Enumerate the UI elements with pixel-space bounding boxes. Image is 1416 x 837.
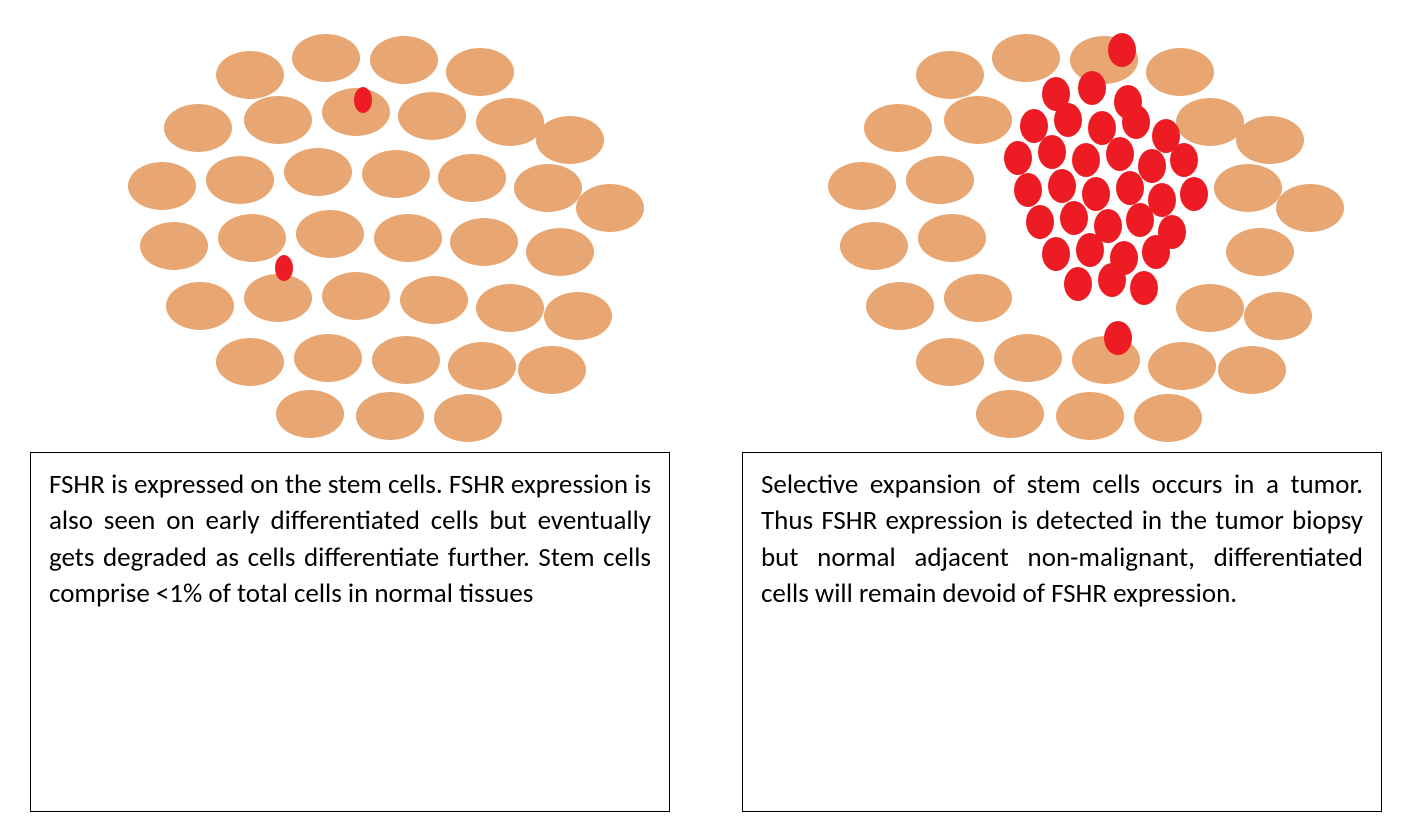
stem-cell bbox=[1170, 143, 1198, 177]
left-caption-text: FSHR is expressed on the stem cells. FSH… bbox=[49, 467, 651, 613]
normal-cell bbox=[218, 214, 286, 262]
normal-cell bbox=[438, 154, 506, 202]
stem-cell bbox=[1098, 263, 1126, 297]
stem-cell bbox=[1130, 271, 1158, 305]
left-cell-cluster bbox=[100, 20, 640, 420]
normal-cell bbox=[166, 282, 234, 330]
stem-cell bbox=[1004, 141, 1032, 175]
stem-cell bbox=[1104, 321, 1132, 355]
normal-cell bbox=[576, 184, 644, 232]
stem-cell bbox=[1054, 103, 1082, 137]
normal-cell bbox=[916, 338, 984, 386]
normal-cell bbox=[446, 48, 514, 96]
normal-cell bbox=[296, 210, 364, 258]
stem-cell bbox=[1072, 143, 1100, 177]
normal-cell bbox=[372, 336, 440, 384]
normal-cell bbox=[944, 274, 1012, 322]
normal-cell bbox=[1226, 228, 1294, 276]
stem-cell bbox=[1180, 177, 1208, 211]
normal-cell bbox=[1276, 184, 1344, 232]
normal-cell bbox=[944, 96, 1012, 144]
normal-cell bbox=[1218, 346, 1286, 394]
stem-cell bbox=[1064, 267, 1092, 301]
normal-cell bbox=[992, 34, 1060, 82]
right-cell-cluster bbox=[800, 20, 1340, 420]
normal-cell bbox=[518, 346, 586, 394]
stem-cell bbox=[1082, 177, 1110, 211]
normal-cell bbox=[476, 284, 544, 332]
normal-cell bbox=[906, 156, 974, 204]
normal-cell bbox=[916, 51, 984, 99]
normal-cell bbox=[322, 272, 390, 320]
normal-cell bbox=[536, 116, 604, 164]
normal-cell bbox=[1148, 342, 1216, 390]
stem-cell bbox=[1106, 137, 1134, 171]
normal-cell bbox=[434, 394, 502, 442]
normal-cell bbox=[374, 214, 442, 262]
normal-cell bbox=[476, 98, 544, 146]
stem-cell bbox=[1078, 71, 1106, 105]
right-caption-text: Selective expansion of stem cells occurs… bbox=[761, 467, 1363, 613]
stem-cell bbox=[1076, 233, 1104, 267]
normal-cell bbox=[864, 104, 932, 152]
normal-cell bbox=[292, 34, 360, 82]
normal-cell bbox=[284, 148, 352, 196]
stem-cell bbox=[1138, 149, 1166, 183]
stem-cell bbox=[1122, 105, 1150, 139]
normal-cell bbox=[362, 150, 430, 198]
right-caption-box: Selective expansion of stem cells occurs… bbox=[742, 452, 1382, 812]
stem-cell bbox=[1142, 235, 1170, 269]
normal-cell bbox=[1176, 98, 1244, 146]
normal-cell bbox=[356, 392, 424, 440]
stem-cell bbox=[1026, 205, 1054, 239]
normal-cell bbox=[216, 338, 284, 386]
normal-cell bbox=[398, 92, 466, 140]
normal-cell bbox=[994, 334, 1062, 382]
normal-cell bbox=[206, 156, 274, 204]
normal-cell bbox=[164, 104, 232, 152]
stem-cell bbox=[275, 255, 293, 281]
normal-cell bbox=[1176, 284, 1244, 332]
normal-cell bbox=[840, 222, 908, 270]
stem-cell bbox=[1116, 171, 1144, 205]
normal-cell bbox=[828, 162, 896, 210]
normal-cell bbox=[294, 334, 362, 382]
normal-cell bbox=[244, 274, 312, 322]
normal-cell bbox=[544, 292, 612, 340]
stem-cell bbox=[1060, 201, 1088, 235]
stem-cell bbox=[1108, 33, 1136, 67]
normal-cell bbox=[976, 390, 1044, 438]
normal-cell bbox=[514, 164, 582, 212]
normal-cell bbox=[1134, 394, 1202, 442]
normal-cell bbox=[526, 228, 594, 276]
normal-cell bbox=[140, 222, 208, 270]
stem-cell bbox=[1038, 135, 1066, 169]
normal-cell bbox=[1056, 392, 1124, 440]
normal-cell bbox=[400, 276, 468, 324]
normal-cell bbox=[866, 282, 934, 330]
normal-cell bbox=[216, 51, 284, 99]
normal-cell bbox=[1146, 48, 1214, 96]
normal-cell bbox=[1214, 164, 1282, 212]
stem-cell bbox=[1048, 169, 1076, 203]
normal-cell bbox=[1244, 292, 1312, 340]
normal-cell bbox=[1236, 116, 1304, 164]
normal-cell bbox=[448, 342, 516, 390]
normal-cell bbox=[276, 390, 344, 438]
normal-cell bbox=[128, 162, 196, 210]
normal-cell bbox=[370, 36, 438, 84]
normal-cell bbox=[450, 218, 518, 266]
stem-cell bbox=[1014, 173, 1042, 207]
normal-cell bbox=[244, 96, 312, 144]
normal-cell bbox=[918, 214, 986, 262]
stem-cell bbox=[1042, 237, 1070, 271]
stem-cell bbox=[1126, 203, 1154, 237]
left-caption-box: FSHR is expressed on the stem cells. FSH… bbox=[30, 452, 670, 812]
stem-cell bbox=[354, 87, 372, 113]
